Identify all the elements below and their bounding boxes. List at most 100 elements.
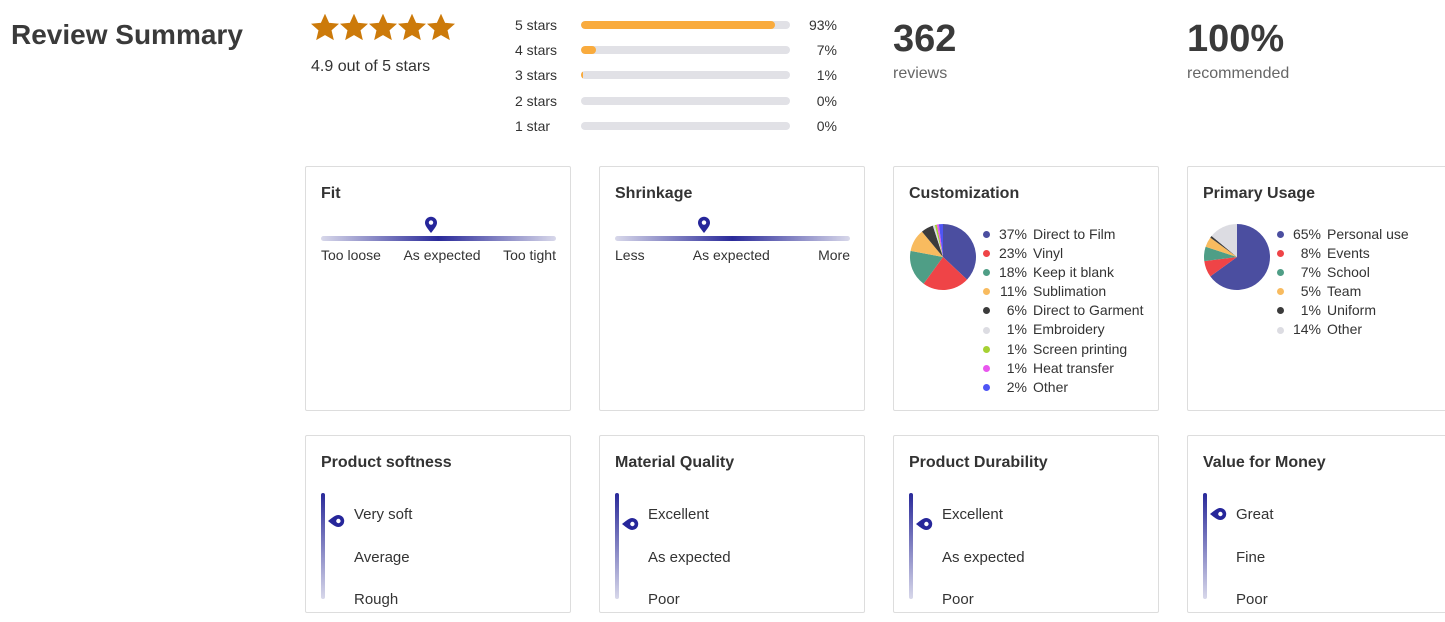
legend-item: 2% Other	[983, 378, 1143, 397]
recommended-label: recommended	[1187, 65, 1290, 82]
legend-percent: 14%	[1292, 321, 1321, 338]
pie-slice	[1210, 235, 1237, 257]
card-title: Material Quality	[615, 454, 735, 471]
shrinkage-scale	[615, 236, 850, 241]
legend-item: 1% Screen printing	[983, 340, 1143, 359]
pie-slice	[943, 224, 976, 280]
legend-dot-icon	[983, 307, 990, 315]
softness-scale	[321, 493, 325, 599]
legend-label: Events	[1327, 245, 1370, 262]
legend-dot-icon	[983, 383, 990, 391]
scale-label: As expected	[942, 548, 1025, 566]
legend-percent: 37%	[998, 226, 1027, 242]
legend-item: 8% Events	[1277, 244, 1409, 263]
legend-label: Team	[1327, 283, 1362, 300]
legend-label: Heat transfer	[1033, 359, 1114, 376]
legend-item: 6% Direct to Garment	[983, 301, 1143, 320]
review-count: 362	[893, 18, 957, 60]
legend-label: Screen printing	[1033, 340, 1128, 357]
scale-label: Excellent	[942, 506, 1003, 523]
histogram-bar-fill	[581, 46, 596, 55]
histogram-bar	[581, 96, 790, 105]
legend-dot-icon	[983, 288, 990, 296]
card-title: Fit	[321, 185, 341, 202]
legend-percent: 6%	[1006, 302, 1027, 319]
legend-item: 1% Embroidery	[983, 320, 1143, 339]
scale-label: Poor	[1236, 591, 1268, 608]
fit-card: Fit Too loose As expected Too tight	[305, 166, 571, 411]
histogram-row[interactable]: 4 stars 7%	[515, 40, 845, 60]
pie-slice	[938, 224, 943, 257]
legend-label: Sublimation	[1033, 283, 1107, 300]
legend-percent: 1%	[1006, 340, 1027, 357]
legend-percent: 2%	[1006, 378, 1027, 395]
histogram-row[interactable]: 3 stars 1%	[515, 65, 845, 85]
scale-label: Less	[615, 247, 645, 263]
histogram-bar	[581, 71, 790, 80]
legend-item: 7% School	[1277, 263, 1409, 282]
scale-label: Very soft	[354, 506, 413, 523]
histogram-label: 5 stars	[515, 17, 558, 33]
scale-label: Too tight	[503, 247, 556, 263]
material-quality-card: Material Quality Excellent As expected Poor	[599, 435, 865, 613]
histogram-label: 3 stars	[515, 67, 558, 84]
legend-dot-icon	[1277, 326, 1284, 334]
position-marker-icon	[697, 216, 711, 234]
legend-label: Vinyl	[1033, 245, 1064, 262]
pie-slice	[923, 257, 968, 290]
histogram-percent: 1%	[816, 67, 837, 84]
pie-slice	[1211, 224, 1237, 257]
position-marker-icon	[328, 512, 345, 530]
pie-slice	[910, 250, 943, 284]
histogram-label: 1 star	[515, 117, 551, 134]
pie-slice	[1210, 224, 1270, 290]
customization-card: Customization 37% Direct to Film 23% Vinyl 1…	[893, 166, 1159, 411]
card-title: Primary Usage	[1203, 185, 1316, 202]
legend-dot-icon	[983, 231, 990, 239]
histogram-label: 2 stars	[515, 92, 558, 109]
softness-card: Product softness Very soft Average Rough	[305, 435, 571, 613]
card-title: Shrinkage	[615, 185, 693, 202]
star-icon	[369, 14, 397, 41]
position-marker-icon	[424, 216, 438, 234]
histogram-row[interactable]: 1 star 0%	[515, 116, 845, 136]
position-marker-icon	[622, 515, 639, 533]
legend-item: 1% Uniform	[1277, 301, 1409, 320]
legend-item: 1% Heat transfer	[983, 359, 1143, 378]
histogram-bar	[581, 46, 790, 55]
value-scale	[1203, 493, 1207, 599]
scale-label: Great	[1236, 506, 1274, 523]
pie-slice	[1204, 246, 1237, 262]
legend-dot-icon	[1277, 269, 1284, 277]
primary-usage-card: Primary Usage 65% Personal use 8% Events 7% S…	[1187, 166, 1445, 411]
legend-percent: 23%	[998, 245, 1027, 262]
legend-label: Other	[1327, 321, 1363, 338]
star-icon	[398, 14, 426, 41]
durability-scale	[909, 493, 913, 599]
legend-dot-icon	[983, 364, 990, 372]
value-for-money-card: Value for Money Great Fine Poor	[1187, 435, 1445, 613]
position-marker-icon	[1210, 505, 1227, 523]
scale-label: Poor	[648, 591, 680, 608]
histogram-row[interactable]: 2 stars 0%	[515, 91, 845, 111]
customization-pie-chart	[910, 224, 976, 290]
legend-dot-icon	[1277, 307, 1284, 315]
pie-slice	[932, 225, 943, 257]
histogram-percent: 93%	[808, 17, 837, 33]
card-title: Customization	[909, 185, 1020, 202]
legend-dot-icon	[983, 326, 990, 334]
legend-label: School	[1327, 264, 1370, 281]
legend-item: 37% Direct to Film	[983, 225, 1143, 244]
legend-item: 18% Keep it blank	[983, 263, 1143, 282]
card-title: Product softness	[321, 454, 452, 471]
legend-percent: 1%	[1006, 321, 1027, 338]
position-marker-icon	[916, 515, 933, 533]
legend-percent: 7%	[1300, 264, 1321, 281]
pie-slice	[921, 225, 943, 257]
histogram-percent: 0%	[816, 92, 837, 109]
legend-label: Embroidery	[1033, 321, 1105, 338]
legend-percent: 65%	[1292, 226, 1321, 242]
legend-dot-icon	[1277, 231, 1284, 239]
histogram-row[interactable]: 5 stars 93%	[515, 15, 845, 35]
star-rating	[311, 14, 455, 42]
